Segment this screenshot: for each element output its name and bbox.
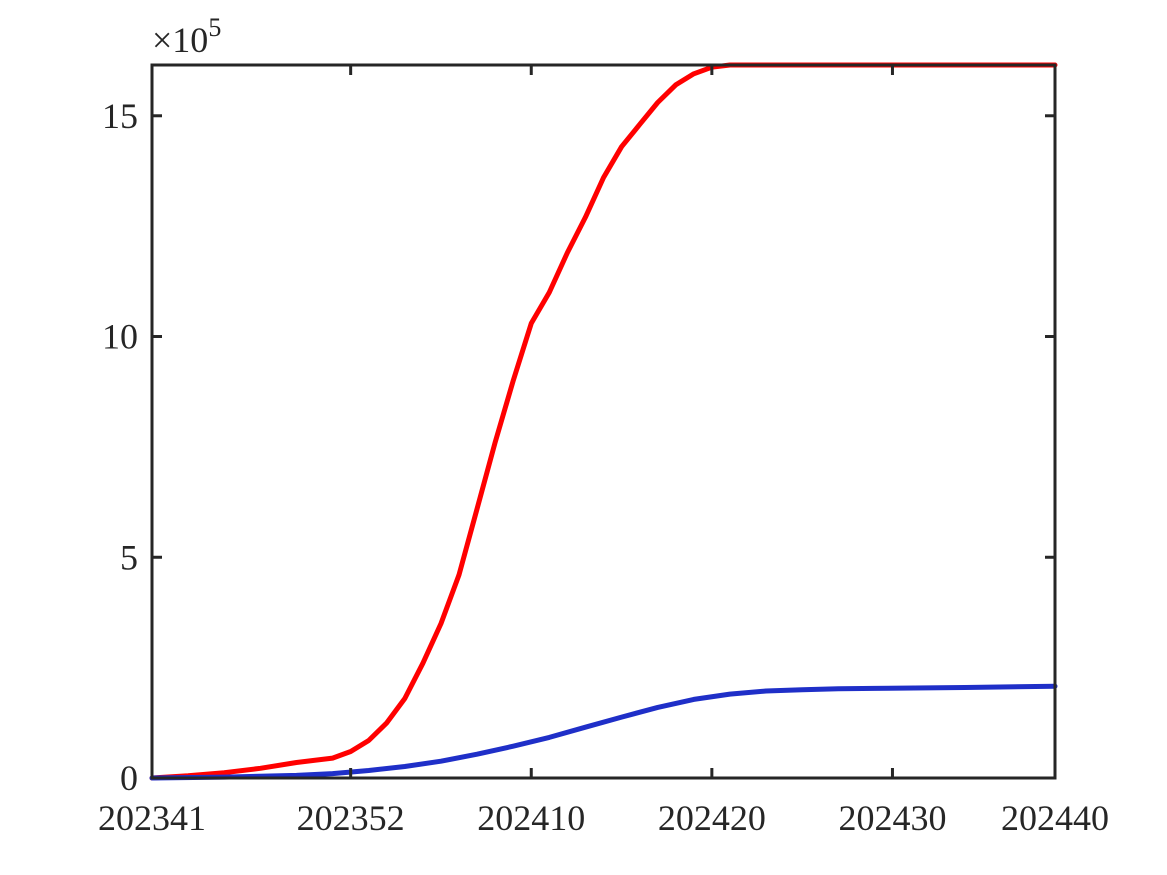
y-tick-label: 15 xyxy=(102,96,138,136)
x-tick-label: 202410 xyxy=(477,798,585,838)
x-tick-label: 202420 xyxy=(658,798,766,838)
axes-box xyxy=(150,63,1057,780)
labels-layer: 202341 202352 202410 202420 202430 202440 0 5 10… xyxy=(98,96,1109,838)
x-tick-label: 202440 xyxy=(1001,798,1109,838)
x-tick-label: 202341 xyxy=(98,798,206,838)
plot-area xyxy=(152,65,1055,778)
x-tick-label: 202352 xyxy=(297,798,405,838)
y-tick-label: 5 xyxy=(120,537,138,577)
axes-layer xyxy=(150,63,1057,780)
y-tick-label: 10 xyxy=(102,317,138,357)
y-exponent-power: 5 xyxy=(208,13,221,42)
y-tick-label: 0 xyxy=(120,758,138,798)
y-exponent-base: ×10 xyxy=(152,20,208,60)
series-line-2 xyxy=(149,683,1058,781)
plot-background xyxy=(152,65,1055,778)
x-tick-label: 202430 xyxy=(838,798,946,838)
y-exponent-label: ×105 xyxy=(152,13,221,60)
